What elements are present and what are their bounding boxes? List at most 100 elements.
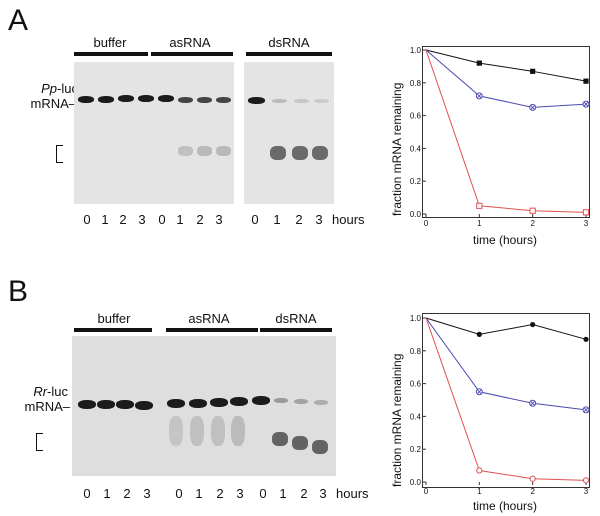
condition-bar-dsrna <box>246 52 332 56</box>
panel-a-letter: A <box>8 4 29 37</box>
data-point <box>475 388 483 396</box>
lane-number: 3 <box>315 212 323 227</box>
lane-number: 2 <box>123 486 131 501</box>
condition-label-buffer: buffer <box>93 35 127 50</box>
lane-number: 0 <box>251 212 259 227</box>
degradation-bracket-a <box>56 145 63 163</box>
lane-number: 3 <box>143 486 151 501</box>
chart-b-xlabel: time (hours) <box>472 499 537 513</box>
lane-number: 0 <box>158 212 166 227</box>
data-point-cross <box>477 389 482 395</box>
data-point-cross <box>583 407 589 413</box>
y-tick-label: 0.6 <box>410 380 422 389</box>
target-mrna-label: mRNA– <box>24 399 70 414</box>
data-point <box>476 331 482 337</box>
data-point <box>582 100 590 108</box>
y-tick-label: 0.4 <box>410 144 422 153</box>
lane-number: 3 <box>138 212 146 227</box>
y-tick-label: 0.2 <box>410 177 422 186</box>
lane-number: 1 <box>103 486 111 501</box>
x-tick-label: 2 <box>530 487 535 496</box>
lane-number: 2 <box>295 212 303 227</box>
data-point <box>529 207 536 214</box>
y-tick-label: 0.0 <box>410 478 422 487</box>
y-tick-label: 0.0 <box>410 210 422 219</box>
lane-number: 0 <box>83 212 91 227</box>
data-point <box>530 68 536 74</box>
degradation-bracket-b <box>36 433 43 451</box>
data-point <box>529 103 537 111</box>
target-label-pp-luc: Pp-luc <box>24 81 78 97</box>
condition-bar-buffer <box>74 52 148 56</box>
target-suffix: -luc <box>47 384 68 399</box>
gel-image-a-left <box>74 62 234 204</box>
lane-number: 3 <box>215 212 223 227</box>
condition-bar-asrna <box>151 52 233 56</box>
data-point-cross <box>477 93 482 99</box>
lane-number: 1 <box>273 212 281 227</box>
lane-number: 2 <box>300 486 308 501</box>
y-tick-label: 0.6 <box>410 112 422 121</box>
condition-bar-dsrna <box>260 328 332 332</box>
x-tick-label: 1 <box>477 487 482 496</box>
series-line-2 <box>425 49 587 213</box>
target-suffix: -luc <box>57 81 78 96</box>
data-point-cross <box>530 105 535 110</box>
x-tick-label: 0 <box>424 219 429 228</box>
target-label-rr-luc: Rr-luc <box>14 384 68 400</box>
data-point-cross <box>583 101 589 107</box>
gel-image-b <box>72 336 336 476</box>
condition-bar-asrna <box>166 328 258 332</box>
y-tick-label: 0.8 <box>410 79 422 88</box>
lane-number: 3 <box>236 486 244 501</box>
condition-label-asrna: asRNA <box>169 35 211 50</box>
target-italic: Rr <box>33 384 48 399</box>
lane-number: 2 <box>216 486 224 501</box>
hours-label: hours <box>332 212 365 227</box>
target-mrna-label: mRNA– <box>30 96 76 111</box>
panel-b-letter: B <box>8 275 29 308</box>
lane-number: 1 <box>195 486 203 501</box>
series-line-0 <box>425 317 587 340</box>
y-tick-label: 1.0 <box>410 46 422 55</box>
x-tick-label: 3 <box>584 487 589 496</box>
series-line-1 <box>425 49 587 108</box>
condition-label-dsrna: dsRNA <box>275 311 317 326</box>
lane-number: 1 <box>279 486 287 501</box>
x-tick-label: 2 <box>530 219 535 228</box>
condition-bar-buffer <box>74 328 152 332</box>
y-tick-label: 1.0 <box>410 314 422 323</box>
condition-label-buffer: buffer <box>97 311 131 326</box>
data-point <box>582 209 590 216</box>
y-tick-label: 0.2 <box>410 445 422 454</box>
x-tick-label: 1 <box>477 219 482 228</box>
data-point <box>582 406 590 414</box>
data-point <box>475 92 483 100</box>
data-point <box>529 475 536 482</box>
lane-number: 1 <box>176 212 184 227</box>
series-line-0 <box>425 49 587 82</box>
data-point <box>529 399 537 407</box>
chart-b-ylabel: fraction mRNA remaining <box>390 353 404 487</box>
lane-number: 0 <box>259 486 267 501</box>
condition-label-dsrna: dsRNA <box>268 35 310 50</box>
condition-label-asrna: asRNA <box>188 311 230 326</box>
data-point <box>582 477 590 484</box>
chart-a-frame <box>422 46 590 218</box>
series-line-1 <box>425 317 587 411</box>
lane-number: 0 <box>175 486 183 501</box>
chart-a-xlabel: time (hours) <box>472 233 537 247</box>
data-point <box>530 321 536 328</box>
data-point <box>476 202 483 209</box>
lane-number: 2 <box>119 212 127 227</box>
lane-number: 2 <box>196 212 204 227</box>
lane-number: 3 <box>319 486 327 501</box>
lane-number: 0 <box>83 486 91 501</box>
y-tick-label: 0.4 <box>410 412 422 421</box>
y-tick-label: 0.8 <box>410 347 422 356</box>
data-point <box>583 78 589 84</box>
data-point <box>583 336 589 342</box>
x-tick-label: 0 <box>424 487 429 496</box>
